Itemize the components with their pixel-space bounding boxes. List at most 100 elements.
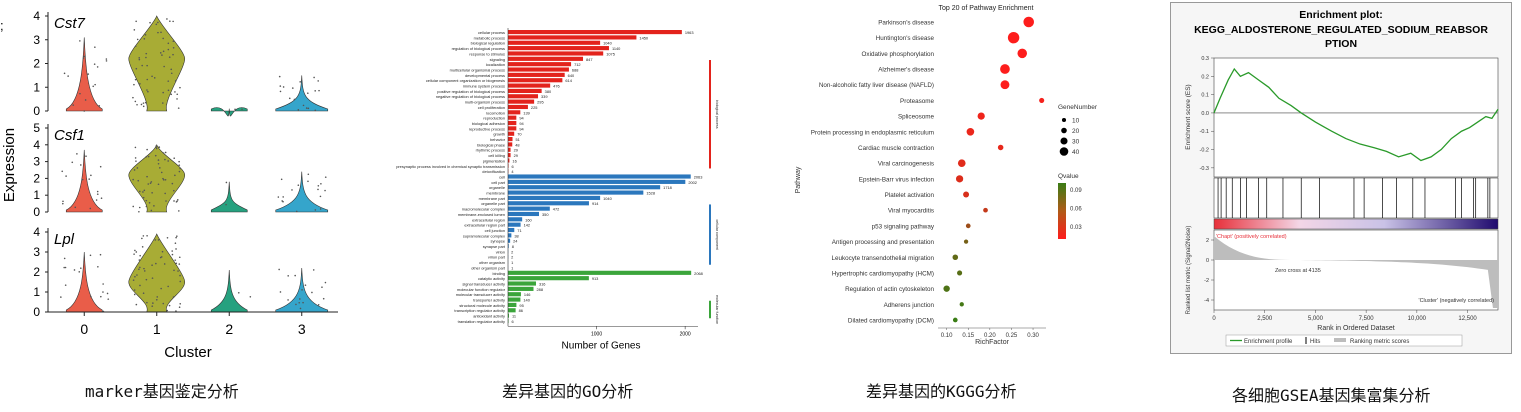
- violin-point: [132, 205, 135, 208]
- go-bar: [508, 238, 511, 243]
- kegg-pathway-label: Dilated cardiomyopathy (DCM): [848, 318, 934, 325]
- violin-ytick-label: 2: [33, 171, 40, 185]
- violin-point: [279, 291, 282, 293]
- go-bar-label: pigmentation: [483, 158, 505, 163]
- violin-point: [151, 75, 153, 78]
- gsea-xtick-label: 7,500: [1359, 316, 1375, 322]
- kegg-xtick-label: 0.10: [941, 333, 953, 339]
- violin-point: [157, 21, 159, 24]
- violin-point: [142, 235, 145, 237]
- violin-point: [164, 158, 166, 161]
- violin-point: [100, 295, 102, 298]
- violin-point: [162, 50, 165, 53]
- violin-point: [80, 267, 82, 269]
- violin-point: [155, 23, 158, 26]
- kegg-color-legend-label: 0.03: [1070, 225, 1082, 231]
- violin-point: [153, 77, 156, 79]
- gsea-caption: 各细胞GSEA基因集富集分析: [1232, 386, 1431, 405]
- kegg-pathway-label: p53 signaling pathway: [872, 223, 935, 230]
- go-bar-value: 914: [592, 201, 599, 206]
- kegg-xtick-label: 0.15: [962, 333, 974, 339]
- violin-point: [166, 309, 168, 312]
- violin-point: [145, 155, 148, 158]
- violin-point: [133, 289, 136, 291]
- kegg-point: [955, 175, 964, 183]
- kegg-point: [1017, 48, 1028, 59]
- go-bar-label: catalytic activity: [478, 276, 505, 281]
- violin-point: [149, 21, 151, 24]
- go-bar-label: cellular process: [478, 30, 505, 35]
- go-bar-label: virion part: [488, 255, 506, 260]
- violin-point: [134, 45, 137, 47]
- violin-point: [135, 303, 138, 306]
- violin-point: [83, 55, 85, 58]
- kegg-size-legend-dot: [1061, 117, 1067, 123]
- violin-point: [314, 90, 316, 92]
- violin-point: [134, 275, 136, 278]
- violin-point: [133, 169, 136, 171]
- kegg-point: [1000, 64, 1010, 74]
- gsea-es-ytick-label: 0.3: [1201, 56, 1209, 62]
- violin-point: [134, 146, 137, 149]
- kegg-point: [963, 239, 969, 244]
- go-bar-label: biological regulation: [471, 41, 505, 46]
- violin-point: [304, 284, 307, 286]
- go-bar-label: organelle: [489, 185, 505, 190]
- violin-point: [139, 82, 141, 85]
- go-bar-label: binding: [492, 271, 505, 276]
- go-bar: [508, 30, 682, 35]
- kegg-pathway-label: Oxidative phosphorylation: [862, 51, 935, 58]
- violin-point: [84, 99, 87, 101]
- violin-point: [299, 307, 302, 310]
- violin-panel: Expression; 0 1 2 3 4 Cst7 0 1 2 3 4 5 Csf1 0 1 2 3 4 Lpl 0 1…: [0, 0, 345, 412]
- violin-point: [176, 93, 179, 96]
- go-bar-value: 4: [511, 169, 514, 174]
- violin-point: [179, 280, 182, 283]
- go-bar-label: translation regulator activity: [458, 319, 505, 324]
- go-bar-value: 339: [541, 94, 548, 99]
- go-bar-value: 94: [519, 126, 524, 131]
- violin-point: [132, 96, 134, 99]
- violin-point: [299, 298, 301, 300]
- go-bar-value: 95: [519, 303, 523, 308]
- go-bar: [508, 233, 512, 238]
- violin-point: [168, 56, 171, 58]
- kegg-pathway-label: Protein processing in endoplasmic reticu…: [811, 129, 934, 136]
- gsea-legend-swatch-metric: [1334, 338, 1346, 342]
- violin-point: [147, 183, 150, 185]
- violin-point: [305, 107, 308, 109]
- violin-ytick-label: 0: [33, 205, 40, 219]
- go-bar-value: 142: [524, 223, 531, 228]
- kegg-point: [966, 127, 975, 136]
- violin-shape: [210, 107, 248, 117]
- violin-point: [175, 248, 177, 250]
- kegg-plot-area: [938, 14, 1046, 328]
- violin-point: [144, 34, 147, 36]
- go-bar: [508, 222, 521, 227]
- violin-point: [151, 305, 154, 307]
- go-xtick-label: 1000: [591, 331, 602, 337]
- go-bar-value: 2: [511, 255, 513, 260]
- violin-point: [95, 199, 98, 201]
- violin-point: [162, 91, 164, 94]
- go-bar-value: 48: [515, 142, 519, 147]
- violin-point: [102, 291, 104, 293]
- violin-point: [133, 29, 136, 31]
- violin-point: [167, 285, 169, 288]
- go-bar-value: 847: [586, 57, 593, 62]
- violin-point: [93, 63, 96, 65]
- violin-point: [166, 18, 168, 20]
- violin-point: [145, 56, 147, 59]
- go-bar: [508, 104, 528, 110]
- gsea-neg-label: 'Cluster' (negatively correlated): [1419, 298, 1495, 304]
- violin-point: [178, 170, 181, 173]
- violin-point: [142, 292, 145, 295]
- kegg-size-legend-label: 20: [1072, 128, 1080, 135]
- violin-point: [63, 72, 66, 75]
- kegg-pathway-label: Parkinson's disease: [878, 20, 934, 27]
- violin-point: [317, 188, 319, 191]
- violin-point: [307, 107, 310, 110]
- go-bar: [508, 153, 511, 158]
- violin-point: [282, 200, 284, 203]
- violin-point: [98, 105, 101, 107]
